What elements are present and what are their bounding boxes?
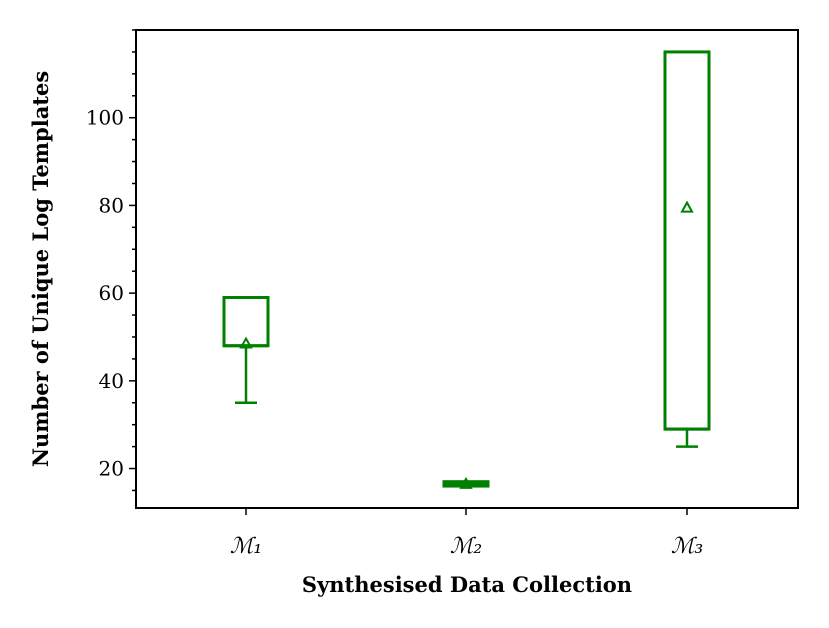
box-1 [222,296,270,405]
y-tick-label: 40 [99,369,124,393]
y-tick-label: 20 [99,457,124,481]
mean-marker [459,476,473,489]
y-axis-label: Number of Unique Log Templates [28,71,53,467]
box-series [222,50,711,489]
x-category-label: ℳ₁ [230,534,262,559]
mean-marker [239,336,253,349]
box-3 [663,50,711,448]
y-tick-label: 100 [86,106,124,130]
x-axis: ℳ₁ ℳ₂ ℳ₃ [230,508,703,559]
y-tick-label: 80 [99,193,124,217]
x-category-label: ℳ₃ [671,534,703,559]
x-category-label: ℳ₂ [450,534,482,559]
x-axis-label: Synthesised Data Collection [302,572,632,597]
mean-marker [680,200,694,213]
plot-area [135,29,799,509]
box-2 [442,476,490,489]
y-tick-label: 60 [99,281,124,305]
y-axis: 20 40 60 80 100 [86,29,136,492]
